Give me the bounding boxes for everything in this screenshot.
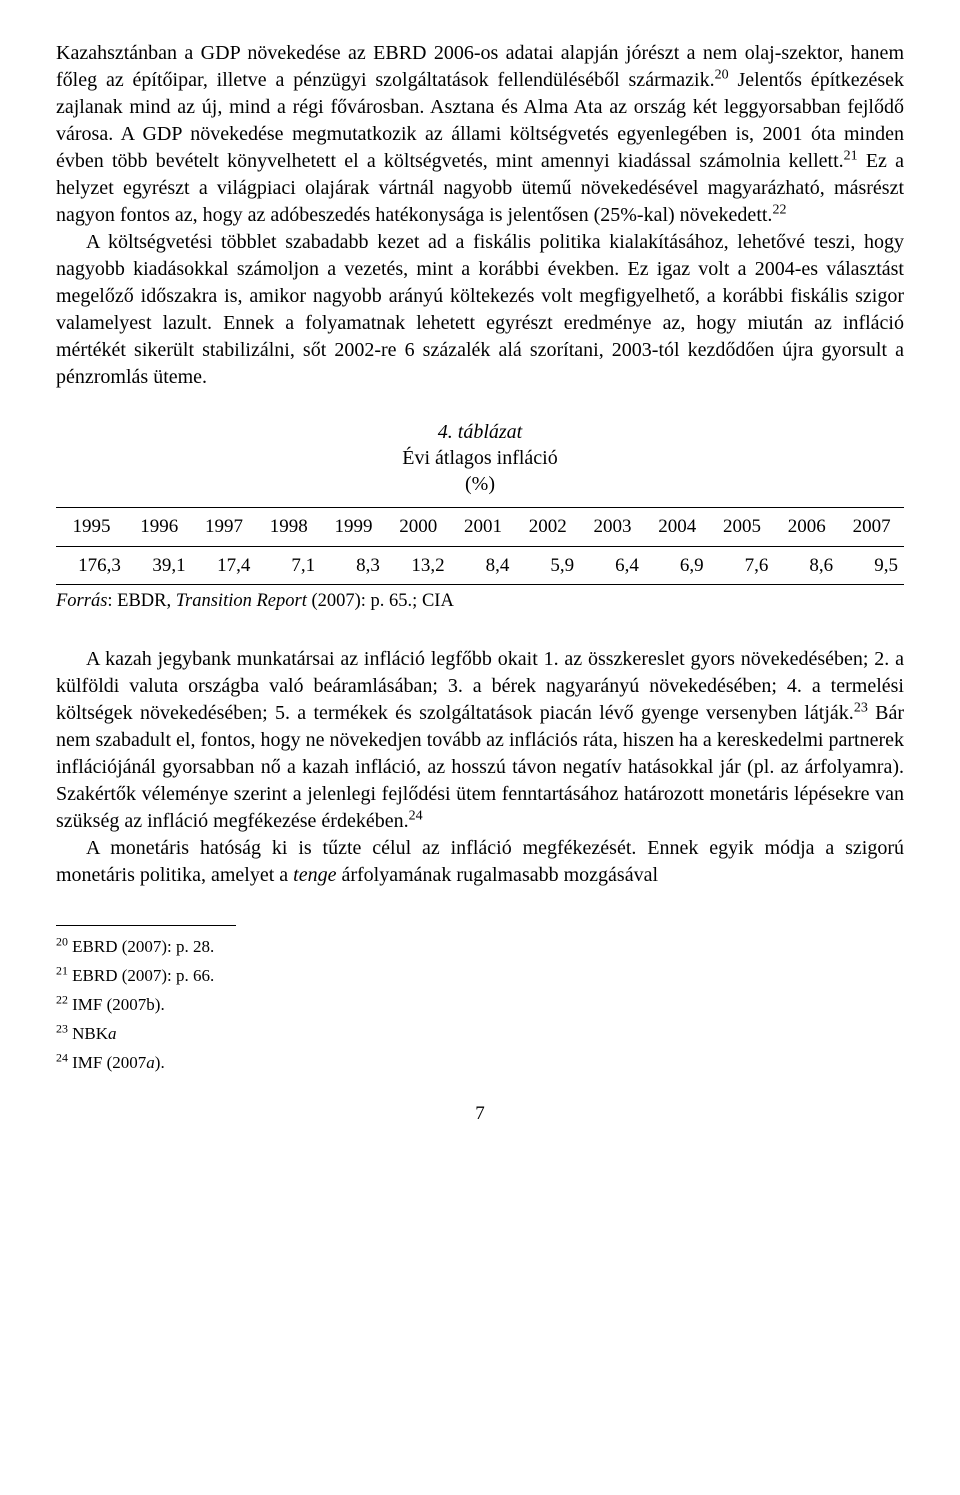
source-label: Forrás [56,591,107,611]
fn-num-23: 23 [56,1021,68,1035]
td: 8,3 [321,546,386,585]
footnote-ref-23: 23 [854,701,868,716]
fn-num-24: 24 [56,1050,68,1064]
footnote-separator [56,925,236,926]
footnote-23: 23 NBKa [56,1023,904,1046]
footnote-ref-20: 20 [715,67,729,82]
fn-text-21: EBRD (2007): p. 66. [68,966,214,985]
footnote-22: 22 IMF (2007b). [56,994,904,1017]
th: 1999 [321,508,386,547]
paragraph-2: A költségvetési többlet szabadabb kezet … [56,229,904,391]
td: 8,6 [774,546,839,585]
th: 1997 [192,508,257,547]
source-italic: Transition Report [176,591,307,611]
td: 7,1 [256,546,321,585]
fn-text-20: EBRD (2007): p. 28. [68,937,214,956]
th: 2005 [710,508,775,547]
paragraph-1: Kazahsztánban a GDP növekedése az EBRD 2… [56,40,904,229]
td: 13,2 [386,546,451,585]
footnotes-block: 20 EBRD (2007): p. 28. 21 EBRD (2007): p… [56,925,904,1075]
table-caption: 4. táblázat Évi átlagos infláció (%) [56,419,904,497]
paragraph-4: A monetáris hatóság ki is tűzte célul az… [56,835,904,889]
table-title: Évi átlagos infláció [402,447,558,469]
fn-num-20: 20 [56,935,68,949]
th: 1998 [256,508,321,547]
th: 2002 [515,508,580,547]
p4-italic: tenge [293,864,336,886]
td: 6,9 [645,546,710,585]
inflation-table: 1995 1996 1997 1998 1999 2000 2001 2002 … [56,507,904,585]
td: 17,4 [192,546,257,585]
fn-text-23-ital: a [108,1024,117,1043]
paragraph-3: A kazah jegybank munkatársai az infláció… [56,646,904,835]
th: 2007 [839,508,904,547]
th: 1995 [56,508,127,547]
source-text-a: : EBDR, [107,591,175,611]
fn-text-24b: ). [155,1053,165,1072]
table-source: Forrás: EBDR, Transition Report (2007): … [56,589,904,614]
footnote-ref-21: 21 [844,148,858,163]
th: 2003 [580,508,645,547]
source-text-b: (2007): p. 65.; CIA [307,591,454,611]
td: 6,4 [580,546,645,585]
td: 5,9 [515,546,580,585]
footnote-20: 20 EBRD (2007): p. 28. [56,936,904,959]
td: 8,4 [451,546,516,585]
footnote-21: 21 EBRD (2007): p. 66. [56,965,904,988]
p3-text-a: A kazah jegybank munkatársai az infláció… [56,648,904,724]
th: 2001 [451,508,516,547]
p4-text-b: árfolyamának rugalmasabb mozgásával [336,864,658,886]
fn-text-24-ital: a [146,1053,155,1072]
td: 39,1 [127,546,192,585]
td: 176,3 [56,546,127,585]
fn-num-21: 21 [56,964,68,978]
fn-text-24a: IMF (2007 [68,1053,146,1072]
table-header-row: 1995 1996 1997 1998 1999 2000 2001 2002 … [56,508,904,547]
table-number: 4. táblázat [438,421,522,443]
th: 2004 [645,508,710,547]
footnote-24: 24 IMF (2007a). [56,1052,904,1075]
fn-text-23a: NBK [68,1024,108,1043]
p2-text: A költségvetési többlet szabadabb kezet … [56,231,904,388]
th: 2000 [386,508,451,547]
td: 7,6 [710,546,775,585]
fn-num-22: 22 [56,992,68,1006]
td: 9,5 [839,546,904,585]
table-unit: (%) [465,473,495,495]
table-data-row: 176,3 39,1 17,4 7,1 8,3 13,2 8,4 5,9 6,4… [56,546,904,585]
footnote-ref-22: 22 [772,202,786,217]
th: 2006 [774,508,839,547]
page-number: 7 [56,1101,904,1127]
footnote-ref-24: 24 [409,809,423,824]
fn-text-22: IMF (2007b). [68,995,165,1014]
th: 1996 [127,508,192,547]
